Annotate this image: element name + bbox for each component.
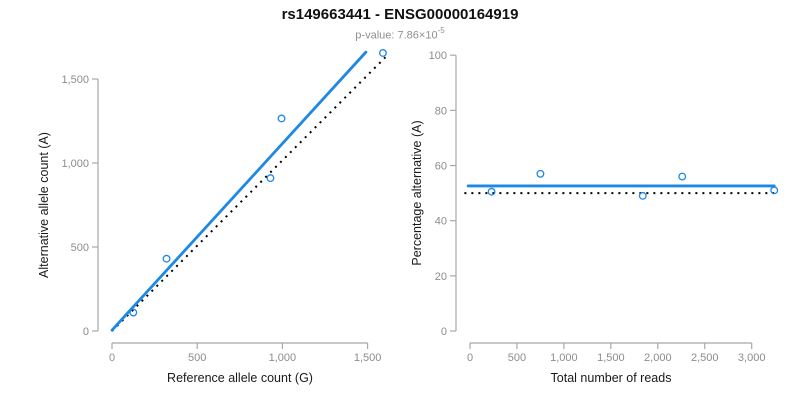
data-point: [378, 49, 387, 57]
right-y-axis-title: Percentage alternative (A): [410, 120, 424, 266]
x-tick-label: 1,500: [354, 352, 382, 364]
y-tick-label: 0: [441, 326, 447, 338]
data-point: [678, 172, 687, 181]
p-value-exponent: -5: [437, 26, 445, 35]
x-tick-label: 3,000: [738, 352, 766, 364]
x-tick-label: 500: [188, 352, 206, 364]
y-tick-label: 60: [435, 161, 447, 173]
x-tick-label: 0: [109, 352, 115, 364]
x-tick-label: 2,500: [691, 352, 719, 364]
reference-dotted-line: [111, 56, 387, 332]
x-tick-label: 1,000: [269, 352, 297, 364]
data-point: [487, 187, 496, 196]
data-point: [536, 169, 545, 178]
y-tick-label: 1,500: [61, 74, 89, 86]
y-tick-label: 1,000: [61, 158, 89, 170]
y-tick-label: 0: [83, 326, 89, 338]
plot-title: rs149663441 - ENSG00000164919: [281, 6, 519, 23]
p-value-subtitle: p-value: 7.86×10-5: [0, 26, 800, 42]
data-point: [162, 254, 171, 263]
y-tick-label: 100: [429, 50, 447, 62]
y-tick-label: 40: [435, 216, 447, 228]
y-tick-label: 20: [435, 271, 447, 283]
x-tick-label: 500: [508, 352, 526, 364]
x-tick-label: 1,500: [597, 352, 625, 364]
x-tick-label: 0: [467, 352, 473, 364]
data-point: [129, 308, 138, 317]
fit-line: [110, 50, 368, 332]
data-point: [277, 114, 286, 123]
p-value-text: p-value: 7.86×10: [355, 29, 438, 42]
y-tick-label: 80: [435, 105, 447, 117]
right-x-axis-title: Total number of reads: [550, 371, 672, 385]
left-y-axis-title: Alternative allele count (A): [37, 132, 51, 278]
left-x-axis-title: Reference allele count (G): [167, 371, 313, 385]
x-tick-label: 1,000: [550, 352, 578, 364]
x-tick-label: 2,000: [644, 352, 672, 364]
data-point: [266, 174, 275, 183]
data-point: [638, 191, 647, 200]
y-tick-label: 500: [71, 242, 89, 254]
data-point: [770, 186, 779, 195]
